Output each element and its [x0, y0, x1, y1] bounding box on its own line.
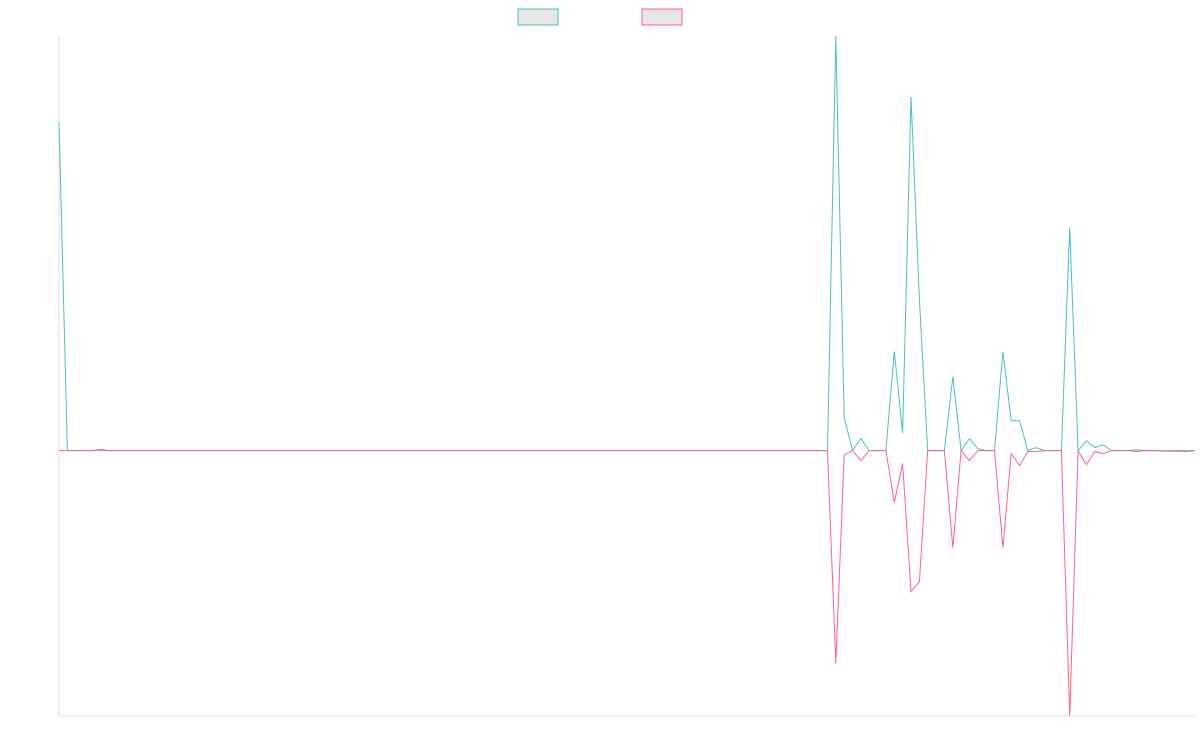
- legend-swatch[interactable]: [641, 8, 683, 26]
- series-line: [58, 35, 1195, 452]
- legend-swatch[interactable]: [517, 8, 559, 26]
- series-line: [59, 448, 1196, 716]
